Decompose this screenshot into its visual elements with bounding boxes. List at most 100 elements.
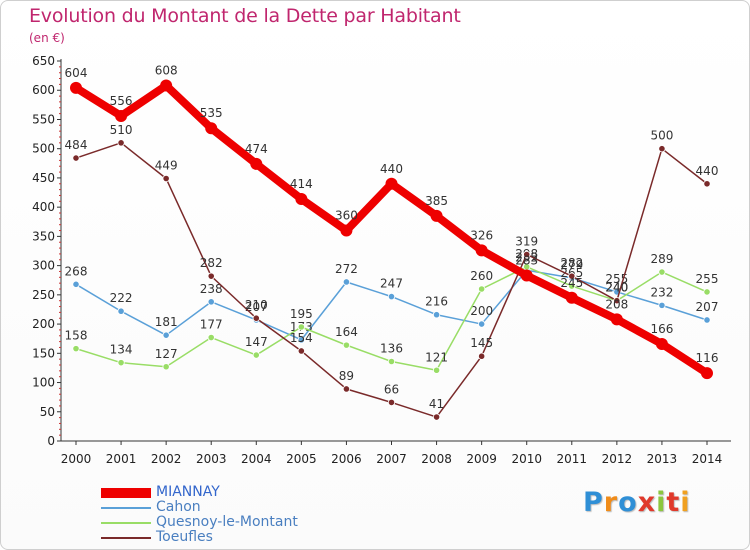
legend-label: Toeufles: [156, 529, 213, 545]
y-tick-label: 100: [32, 376, 55, 390]
data-point: [207, 333, 215, 342]
brand-letter: r: [603, 487, 619, 518]
data-label: 484: [65, 138, 88, 152]
data-point: [565, 291, 578, 304]
data-label: 66: [384, 382, 399, 396]
x-tick-label: 2005: [286, 452, 317, 466]
data-point: [387, 398, 396, 407]
data-point: [655, 337, 668, 350]
data-point: [703, 316, 711, 324]
data-label: 208: [605, 297, 628, 311]
x-tick-label: 2010: [511, 452, 542, 466]
data-label: 474: [245, 142, 268, 156]
legend-label: Cahon: [156, 499, 201, 515]
data-label: 282: [200, 256, 223, 270]
y-axis-unit: (en €): [29, 31, 65, 45]
data-point: [297, 336, 305, 344]
data-point: [295, 192, 308, 205]
data-label: 608: [155, 64, 178, 78]
brand-letter: i: [680, 487, 691, 518]
data-point: [703, 180, 711, 188]
brand-letter: P: [583, 487, 604, 518]
data-label: 238: [200, 282, 223, 296]
y-tick-label: 0: [47, 434, 55, 448]
data-label: 260: [470, 269, 493, 283]
data-label: 200: [470, 304, 493, 318]
data-point: [252, 351, 260, 359]
x-tick-label: 2004: [241, 452, 272, 466]
data-label: 164: [335, 325, 358, 339]
data-point: [475, 244, 488, 257]
data-label: 210: [245, 298, 268, 312]
data-point: [387, 292, 396, 301]
data-label: 556: [110, 94, 133, 108]
series-line: [72, 81, 711, 378]
data-label: 134: [110, 343, 133, 357]
brand-letter: x: [637, 487, 657, 518]
y-tick-label: 450: [32, 171, 55, 185]
x-tick-label: 2008: [421, 452, 452, 466]
data-label: 177: [200, 318, 223, 332]
x-tick-label: 2003: [196, 452, 227, 466]
data-label: 240: [605, 281, 628, 295]
data-point: [117, 307, 125, 315]
data-label: 181: [155, 315, 178, 329]
x-tick-label: 2000: [61, 452, 92, 466]
data-label: 535: [200, 106, 223, 120]
legend-swatch: [101, 488, 151, 498]
data-point: [432, 311, 441, 319]
data-point: [478, 352, 486, 360]
data-label: 440: [696, 164, 719, 178]
data-point: [478, 320, 486, 328]
x-tick-label: 2006: [331, 452, 362, 466]
data-point: [568, 272, 576, 280]
data-point: [342, 341, 351, 349]
chart-title: Evolution du Montant de la Dette par Hab…: [29, 5, 461, 27]
data-label: 207: [245, 300, 268, 314]
data-label: 510: [110, 123, 133, 137]
data-point: [613, 297, 621, 305]
y-tick-label: 500: [32, 142, 55, 156]
data-label: 247: [380, 277, 403, 291]
y-tick-label: 50: [40, 405, 55, 419]
data-label: 283: [515, 254, 538, 268]
y-tick-label: 250: [32, 288, 55, 302]
data-label: 232: [650, 285, 673, 299]
data-point: [703, 288, 711, 296]
data-point: [70, 81, 82, 94]
data-point: [342, 385, 351, 393]
data-label: 195: [290, 307, 313, 321]
data-label: 360: [335, 209, 358, 223]
data-point: [520, 269, 533, 282]
y-tick-label: 300: [32, 259, 55, 273]
data-label: 440: [380, 162, 403, 176]
y-tick-label: 350: [32, 229, 55, 243]
data-label: 222: [110, 291, 133, 305]
data-point: [342, 278, 351, 286]
data-label: 147: [245, 335, 268, 349]
data-point: [117, 359, 125, 367]
data-label: 158: [65, 329, 88, 343]
data-point: [701, 367, 713, 380]
legend-swatch: [101, 522, 151, 524]
data-label: 41: [429, 397, 444, 411]
data-label: 500: [650, 129, 673, 143]
x-tick-label: 2011: [557, 452, 588, 466]
legend-label: MIANNAY: [156, 484, 220, 500]
brand-letter: i: [656, 487, 667, 518]
data-point: [297, 323, 305, 331]
data-label: 385: [425, 194, 448, 208]
data-label: 166: [650, 322, 673, 336]
data-point: [658, 301, 666, 309]
y-tick-label: 150: [32, 346, 55, 360]
data-label: 154: [290, 331, 313, 345]
x-tick-label: 2013: [647, 452, 678, 466]
data-label: 319: [515, 235, 538, 249]
data-label: 289: [650, 252, 673, 266]
x-tick-label: 2012: [602, 452, 633, 466]
data-point: [72, 154, 80, 162]
data-label: 326: [470, 228, 493, 242]
legend-label: Quesnoy-le-Montant: [156, 514, 298, 530]
data-point: [478, 285, 486, 293]
